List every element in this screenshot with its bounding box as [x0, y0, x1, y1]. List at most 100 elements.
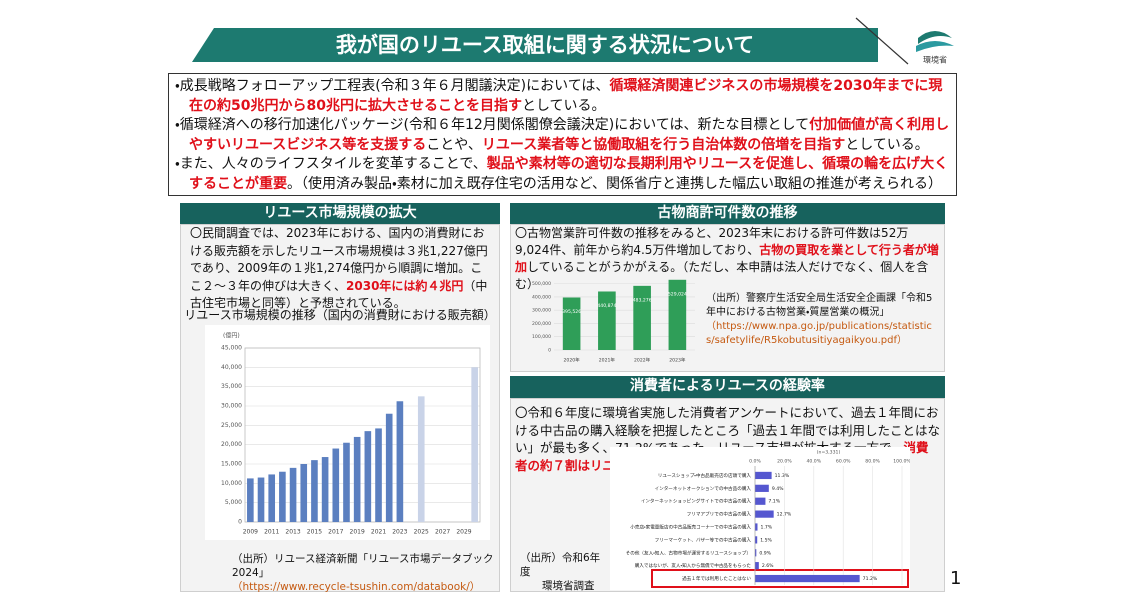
bar	[755, 536, 758, 544]
emphasis-text: 2030年には約４兆円	[346, 278, 464, 293]
y-tick-label: 10,000	[221, 480, 242, 487]
text: 〇民間調査では、2023年における、国内の消費財における販売額を示したリユース市…	[190, 226, 488, 293]
chart-note: (n=3,331)	[817, 450, 841, 456]
source: （出所）令和6年度 環境省調査	[520, 551, 610, 593]
bar	[257, 477, 265, 522]
text: としている。	[845, 136, 929, 153]
bar	[668, 279, 687, 350]
y-tick-label: 購入ではないが、友人・知人から無償で中古品をもらった	[635, 562, 752, 569]
source-text: （出所）令和6年度	[520, 552, 601, 578]
y-tick-label: 100,000	[532, 334, 551, 340]
x-tick-label: 2022年	[634, 357, 651, 364]
y-tick-label: 小売店・家電量販店の中古品販売コーナーでの中古品の購入	[630, 524, 751, 531]
y-tick-label: 0	[238, 519, 242, 526]
data-label: 1.5%	[760, 537, 772, 543]
logo-text: 環境省	[923, 55, 947, 65]
emphasis-text: リユース業者等と協働取組を行う自治体数の倍増を目指す	[481, 136, 846, 153]
y-tick-label: フリマアプリでの中古品の購入	[687, 511, 752, 518]
x-tick-label: 100.0%	[893, 459, 910, 465]
y-tick-label: 過去１年では利用したことはない	[682, 575, 751, 582]
y-tick-label: インターネットショッピングサイトでの中古品の購入	[641, 498, 752, 505]
plot-frame	[244, 347, 481, 523]
data-label: 440,874	[597, 303, 616, 309]
data-label: 7.1%	[768, 499, 780, 505]
source: （出所）警察庁生活安全局生活安全企画課「令和5年中における古物営業・質屋営業の概…	[706, 292, 936, 348]
data-label: 395,526	[562, 309, 581, 315]
bar	[417, 396, 425, 522]
bar	[343, 442, 350, 522]
page-number: 1	[950, 568, 962, 589]
data-label: 0.9%	[759, 550, 771, 556]
bar	[755, 562, 759, 570]
y-tick-label: 300,000	[532, 308, 551, 314]
bar	[755, 549, 757, 557]
data-label: 483,276	[633, 297, 652, 303]
y-tick-label: 40,000	[221, 364, 242, 371]
bar	[396, 401, 404, 522]
y-tick-label: リユースショップ・中古品販売店の店頭で購入	[658, 472, 752, 479]
bar	[364, 431, 372, 522]
y-tick-label: 15,000	[221, 461, 242, 468]
y-tick-label: 0	[548, 348, 551, 354]
x-tick-label: 20.0%	[777, 459, 792, 465]
logo: 環境省	[916, 31, 954, 65]
bar	[471, 367, 478, 522]
text: ことや、	[426, 136, 482, 153]
text: していることがうかがえる。（ただし、本申請は法人だけでなく、個人を含む）	[515, 260, 929, 291]
x-tick-label: 2019	[350, 529, 365, 536]
source-text: （出所）警察庁生活安全局生活安全企画課「令和5年中における古物営業・質屋営業の概…	[706, 293, 933, 318]
bar	[375, 428, 382, 522]
bar	[353, 436, 361, 522]
text: 〇古物営業許可件数の推移をみると、2023年末における許可件数は52万9,024…	[515, 226, 909, 257]
section-text: 〇民間調査では、2023年における、国内の消費財における販売額を示したリユース市…	[190, 225, 494, 313]
bar	[321, 457, 329, 522]
axis-unit: (億円)	[223, 332, 240, 340]
y-tick-label: インターネットオークションでの中古品の購入	[655, 485, 752, 492]
text: 。（使用済み製品・素材に加え既存住宅の活用など、関係省庁と連携した幅広い取組の推…	[287, 175, 943, 192]
section-text: 〇古物営業許可件数の推移をみると、2023年末における許可件数は52万9,024…	[515, 225, 940, 293]
bar	[300, 464, 308, 522]
chart: 0.0% 20.0% 40.0% 60.0% 80.0% 100.0% (n=3,331) リ…	[610, 447, 910, 590]
x-tick-label: 2029	[456, 529, 471, 536]
data-label: 1.7%	[760, 525, 772, 531]
highlight-box	[651, 569, 909, 588]
bar	[755, 484, 769, 492]
x-tick-label: 0.0%	[749, 459, 761, 465]
bar	[755, 574, 860, 583]
text: （中古住宅市場と同等）と予想されている。	[190, 278, 488, 311]
emphasis-text: 循環経済関連ビジネスの市場規模を2030年までに現在の約50兆円から80兆円に拡…	[189, 78, 943, 114]
banner-line	[855, 17, 909, 65]
text: 〇令和６年度に環境省実施した消費者アンケートにおいて、過去１年間における中古品の…	[515, 405, 941, 455]
x-tick-label: 2011	[264, 529, 279, 536]
bar	[311, 460, 318, 522]
section-heading: 古物商許可件数の推移	[510, 203, 945, 224]
text: ・また、人々のライフスタイルを変革することで、	[175, 156, 487, 172]
chart-title: リユース市場規模の推移（国内の消費財における販売額）	[184, 308, 496, 322]
text: ・循環経済への移行加速化パッケージ(令和６年12月関係閣僚会議決定)においては、…	[175, 117, 810, 133]
source: （出所）リユース経済新聞「リユース市場データブック2024」 （https://…	[232, 552, 497, 594]
x-tick-label: 2009	[243, 529, 258, 536]
bar	[385, 413, 393, 522]
bar	[279, 471, 286, 522]
data-label: 71.2%	[863, 576, 878, 582]
y-tick-label: 400,000	[532, 294, 551, 300]
source-text: 環境省調査	[542, 580, 595, 592]
source-text: （出所）リユース経済新聞「リユース市場データブック2024」	[232, 553, 494, 579]
banner-shape	[192, 28, 878, 62]
bar	[268, 474, 276, 522]
bar	[598, 291, 616, 350]
source-link: （https://www.recycle-tsushin.com/databoo…	[232, 581, 481, 593]
bar	[755, 510, 774, 518]
y-tick-label: 30,000	[221, 403, 242, 410]
x-tick-label: 2013	[285, 529, 300, 536]
bar	[332, 448, 340, 522]
slide-title: 我が国のリユース取組に関する状況について	[336, 33, 754, 57]
emphasis-text: 付加価値が高く利用しやすいリユースビジネス等を支援する	[189, 117, 950, 153]
bullet: ・循環経済への移行加速化パッケージ(令和６年12月関係閣僚会議決定)においては、…	[175, 116, 950, 155]
data-label: 529,024	[668, 291, 687, 297]
y-tick-label: 500,000	[532, 281, 551, 287]
x-tick-label: 60.0%	[836, 459, 851, 465]
x-tick-label: 2020年	[563, 357, 580, 364]
data-label: 11.3%	[775, 473, 790, 479]
data-label: 9.4%	[772, 486, 784, 492]
